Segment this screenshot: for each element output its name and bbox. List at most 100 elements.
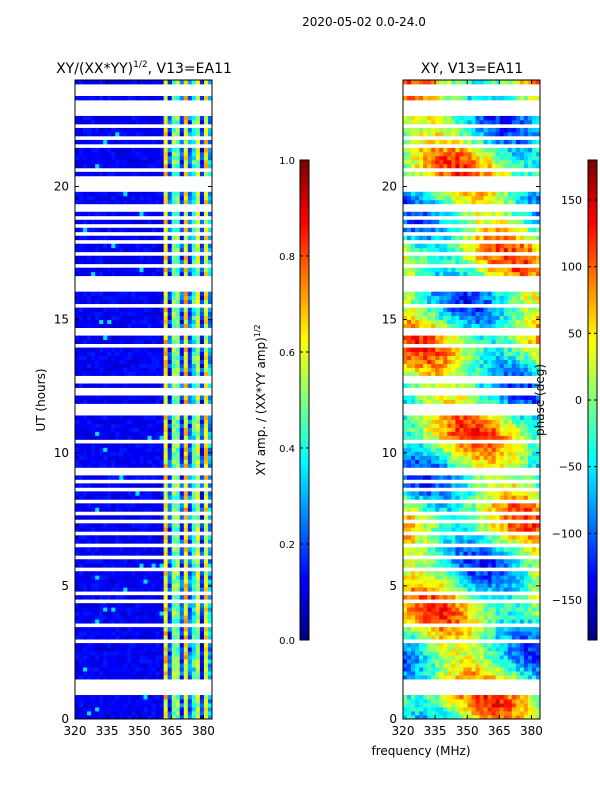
colorbar-tick-label: 0.2 bbox=[279, 540, 295, 551]
colorbar-swatch bbox=[588, 448, 597, 453]
x-tick-label: 350 bbox=[456, 724, 479, 738]
colorbar-tick-label: 150 bbox=[561, 194, 582, 207]
colorbar-swatch bbox=[588, 288, 597, 293]
colorbar-swatch bbox=[300, 452, 309, 457]
y-tick-label: 5 bbox=[389, 579, 397, 593]
colorbar-swatch bbox=[300, 248, 309, 253]
colorbar-swatch bbox=[300, 420, 309, 425]
colorbar-swatch bbox=[588, 228, 597, 233]
colorbar-swatch bbox=[300, 536, 309, 541]
colorbar-swatch bbox=[588, 252, 597, 257]
colorbar-swatch bbox=[588, 264, 597, 269]
colorbar-swatch bbox=[588, 516, 597, 521]
colorbar-swatch bbox=[300, 252, 309, 257]
colorbar-swatch bbox=[300, 548, 309, 553]
colorbar-swatch bbox=[588, 220, 597, 225]
colorbar-swatch bbox=[588, 596, 597, 601]
colorbar-swatch bbox=[588, 540, 597, 545]
colorbar-swatch bbox=[588, 328, 597, 333]
x-axis-label: frequency (MHz) bbox=[371, 744, 470, 758]
colorbar-swatch bbox=[588, 180, 597, 185]
colorbar-swatch bbox=[588, 368, 597, 373]
colorbar-swatch bbox=[300, 624, 309, 629]
colorbar-swatch bbox=[588, 276, 597, 281]
colorbar-swatch bbox=[300, 468, 309, 473]
colorbar-swatch bbox=[300, 588, 309, 593]
colorbar-swatch bbox=[300, 296, 309, 301]
colorbar-swatch bbox=[588, 508, 597, 513]
colorbar-swatch bbox=[588, 476, 597, 481]
colorbar-swatch bbox=[588, 364, 597, 369]
colorbar-swatch bbox=[588, 580, 597, 585]
colorbar-swatch bbox=[588, 348, 597, 353]
colorbar-swatch bbox=[588, 204, 597, 209]
colorbar-swatch bbox=[300, 340, 309, 345]
x-tick-label: 320 bbox=[392, 724, 415, 738]
colorbar-tick-label: −50 bbox=[559, 461, 582, 474]
colorbar-swatch bbox=[300, 508, 309, 513]
colorbar-swatch bbox=[588, 608, 597, 613]
x-tick-label: 335 bbox=[424, 724, 447, 738]
colorbar-tick-label: 0.8 bbox=[279, 252, 295, 263]
colorbar-swatch bbox=[300, 312, 309, 317]
colorbar-swatch bbox=[300, 344, 309, 349]
colorbar-swatch bbox=[300, 308, 309, 313]
y-tick-label: 20 bbox=[382, 180, 397, 194]
colorbar-swatch bbox=[588, 404, 597, 409]
colorbar-swatch bbox=[588, 616, 597, 621]
colorbar-swatch bbox=[300, 576, 309, 581]
x-tick-label: 380 bbox=[192, 724, 215, 738]
colorbar-swatch bbox=[300, 616, 309, 621]
colorbar-swatch bbox=[300, 196, 309, 201]
colorbar-swatch bbox=[300, 324, 309, 329]
colorbar-swatch bbox=[300, 432, 309, 437]
colorbar-swatch bbox=[300, 192, 309, 197]
colorbar-swatch bbox=[300, 380, 309, 385]
colorbar-swatch bbox=[300, 292, 309, 297]
colorbar-swatch bbox=[300, 268, 309, 273]
colorbar-swatch bbox=[588, 284, 597, 289]
colorbar-swatch bbox=[588, 488, 597, 493]
colorbar-swatch bbox=[300, 284, 309, 289]
colorbar-swatch bbox=[588, 168, 597, 173]
colorbar-swatch bbox=[588, 256, 597, 261]
colorbar-swatch bbox=[588, 212, 597, 217]
colorbar-swatch bbox=[588, 452, 597, 457]
colorbar-swatch bbox=[588, 584, 597, 589]
y-tick-label: 0 bbox=[61, 712, 69, 726]
colorbar-tick-label: −100 bbox=[552, 527, 582, 540]
colorbar-swatch bbox=[588, 496, 597, 501]
colorbar-swatch bbox=[588, 432, 597, 437]
colorbar-swatch bbox=[300, 336, 309, 341]
y-tick-label: 15 bbox=[54, 313, 69, 327]
colorbar-swatch bbox=[588, 208, 597, 213]
colorbar-swatch bbox=[588, 484, 597, 489]
colorbar-swatch bbox=[588, 184, 597, 189]
x-tick-label: 350 bbox=[128, 724, 151, 738]
colorbar-swatch bbox=[588, 456, 597, 461]
colorbar-swatch bbox=[588, 416, 597, 421]
colorbar-swatch bbox=[300, 488, 309, 493]
right-heatmap-plot bbox=[403, 80, 541, 720]
x-tick-label: 320 bbox=[64, 724, 87, 738]
y-tick-label: 10 bbox=[382, 446, 397, 460]
colorbar-tick-label: 0.0 bbox=[279, 636, 295, 647]
colorbar-swatch bbox=[300, 352, 309, 357]
colorbar-swatch bbox=[300, 212, 309, 217]
colorbar-swatch bbox=[588, 292, 597, 297]
colorbar-tick-label: −150 bbox=[552, 594, 582, 607]
colorbar-swatch bbox=[300, 540, 309, 545]
colorbar-swatch bbox=[300, 332, 309, 337]
figure-suptitle: 2020-05-02 0.0-24.0 bbox=[302, 15, 426, 29]
colorbar-swatch bbox=[300, 580, 309, 585]
colorbar-swatch bbox=[588, 192, 597, 197]
colorbar-tick-label: 0 bbox=[575, 394, 582, 407]
colorbar-swatch bbox=[300, 608, 309, 613]
colorbar-swatch bbox=[300, 628, 309, 633]
colorbar-swatch bbox=[300, 560, 309, 565]
colorbar-swatch bbox=[588, 388, 597, 393]
colorbar-swatch bbox=[300, 188, 309, 193]
colorbar-swatch bbox=[300, 552, 309, 557]
y-tick-label: 20 bbox=[54, 180, 69, 194]
colorbar-swatch bbox=[300, 328, 309, 333]
